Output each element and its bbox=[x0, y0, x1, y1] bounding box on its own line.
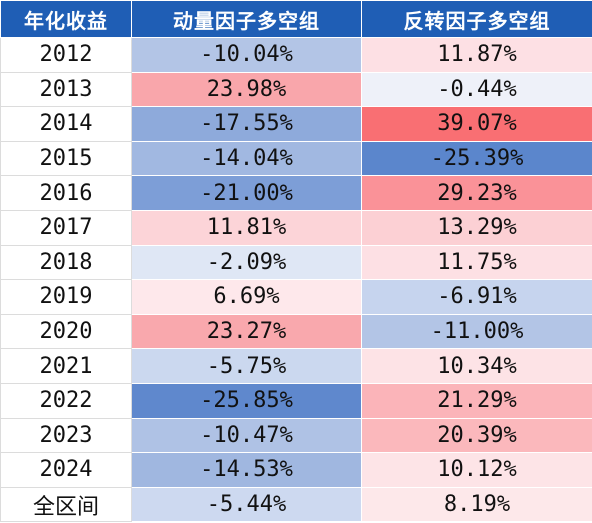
row-label: 2016 bbox=[0, 175, 132, 211]
row-label: 2022 bbox=[0, 382, 132, 419]
header-reversal-long-short: 反转因子多空组 bbox=[361, 0, 592, 38]
row-label: 2015 bbox=[0, 140, 132, 177]
table-row: 2015 -14.04% -25.39% bbox=[0, 140, 592, 177]
momentum-return-cell: -21.00% bbox=[131, 175, 362, 211]
row-label: 2019 bbox=[0, 279, 132, 315]
momentum-return-cell: 6.69% bbox=[131, 279, 362, 315]
header-annual-return: 年化收益 bbox=[0, 0, 132, 38]
reversal-return-cell: 10.34% bbox=[361, 348, 592, 384]
reversal-return-cell: 13.29% bbox=[361, 209, 592, 246]
momentum-return-cell: -10.47% bbox=[131, 417, 362, 454]
row-label: 2012 bbox=[0, 37, 132, 73]
reversal-return-cell: -25.39% bbox=[361, 140, 592, 177]
momentum-return-cell: -14.04% bbox=[131, 140, 362, 177]
row-label: 2021 bbox=[0, 348, 132, 384]
reversal-return-cell: -11.00% bbox=[361, 313, 592, 350]
momentum-return-cell: -5.75% bbox=[131, 348, 362, 384]
momentum-return-cell: -25.85% bbox=[131, 382, 362, 419]
table-row: 2019 6.69% -6.91% bbox=[0, 279, 592, 315]
momentum-return-cell: 11.81% bbox=[131, 209, 362, 246]
momentum-return-cell: 23.98% bbox=[131, 71, 362, 108]
momentum-return-cell: -17.55% bbox=[131, 106, 362, 142]
table-row: 2020 23.27% -11.00% bbox=[0, 313, 592, 350]
table-header: 年化收益 动量因子多空组 反转因子多空组 bbox=[0, 0, 592, 38]
header-row: 年化收益 动量因子多空组 反转因子多空组 bbox=[0, 0, 592, 38]
row-label: 2017 bbox=[0, 209, 132, 246]
row-label: 2024 bbox=[0, 452, 132, 488]
table-row: 2021 -5.75% 10.34% bbox=[0, 348, 592, 384]
reversal-return-cell: 39.07% bbox=[361, 106, 592, 142]
row-label: 2023 bbox=[0, 417, 132, 454]
table-body: 2012 -10.04% 11.87% 2013 23.98% -0.44% 2014 -17… bbox=[0, 37, 592, 523]
momentum-return-cell: -10.04% bbox=[131, 37, 362, 73]
momentum-return-cell: -5.44% bbox=[131, 486, 362, 523]
row-label: 2014 bbox=[0, 106, 132, 142]
table-row: 2022 -25.85% 21.29% bbox=[0, 382, 592, 419]
row-label: 2020 bbox=[0, 313, 132, 350]
reversal-return-cell: 20.39% bbox=[361, 417, 592, 454]
reversal-return-cell: -6.91% bbox=[361, 279, 592, 315]
reversal-return-cell: 11.75% bbox=[361, 244, 592, 281]
reversal-return-cell: 29.23% bbox=[361, 175, 592, 211]
table-row: 2013 23.98% -0.44% bbox=[0, 71, 592, 108]
table-row: 2018 -2.09% 11.75% bbox=[0, 244, 592, 281]
reversal-return-cell: 8.19% bbox=[361, 486, 592, 523]
table-row: 2017 11.81% 13.29% bbox=[0, 209, 592, 246]
momentum-return-cell: 23.27% bbox=[131, 313, 362, 350]
reversal-return-cell: 21.29% bbox=[361, 382, 592, 419]
table-row: 2014 -17.55% 39.07% bbox=[0, 106, 592, 142]
row-label: 2013 bbox=[0, 71, 132, 108]
table-row: 全区间 -5.44% 8.19% bbox=[0, 486, 592, 523]
table-row: 2016 -21.00% 29.23% bbox=[0, 175, 592, 211]
row-label: 2018 bbox=[0, 244, 132, 281]
row-label: 全区间 bbox=[0, 486, 132, 523]
momentum-return-cell: -2.09% bbox=[131, 244, 362, 281]
reversal-return-cell: 11.87% bbox=[361, 37, 592, 73]
table-row: 2012 -10.04% 11.87% bbox=[0, 37, 592, 73]
momentum-return-cell: -14.53% bbox=[131, 452, 362, 488]
table-row: 2023 -10.47% 20.39% bbox=[0, 417, 592, 454]
reversal-return-cell: 10.12% bbox=[361, 452, 592, 488]
table-row: 2024 -14.53% 10.12% bbox=[0, 452, 592, 488]
reversal-return-cell: -0.44% bbox=[361, 71, 592, 108]
header-momentum-long-short: 动量因子多空组 bbox=[131, 0, 362, 38]
